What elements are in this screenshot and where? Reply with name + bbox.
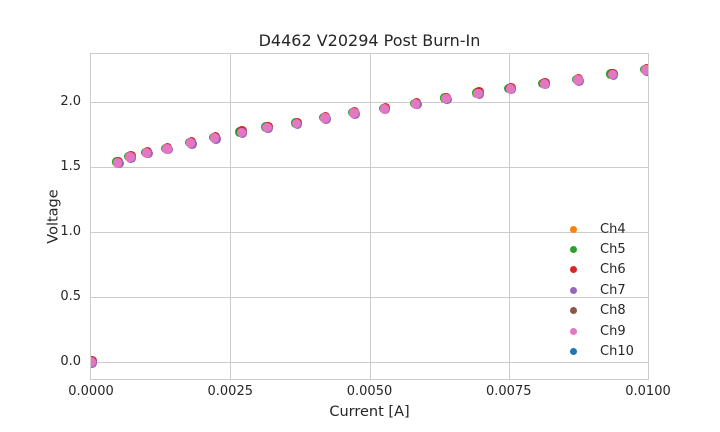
legend-marker-icon [570,245,577,253]
data-point [184,137,197,149]
data-point [111,156,124,169]
data-point [378,102,391,115]
data-point [160,142,173,155]
y-tick-label: 2.0 [60,94,81,110]
legend-item: Ch7 [566,280,626,300]
gridline-y [91,102,648,104]
legend-item: Ch5 [566,239,626,259]
legend-item-label: Ch5 [600,241,626,257]
data-point-top [236,127,247,138]
data-point-top [349,108,359,118]
data-point-top [112,158,123,168]
y-axis-label: Voltage [45,189,62,244]
legend-marker-icon [570,225,577,233]
x-tick-label: 0.0025 [207,384,254,399]
x-tick-label: 0.0075 [486,384,532,399]
legend-marker-icon [570,347,577,355]
data-point-top [185,138,196,148]
legend-item-label: Ch10 [600,343,634,359]
data-point [538,78,551,90]
data-point [319,112,331,124]
legend-item-label: Ch6 [600,262,626,278]
data-point-top [162,144,172,154]
data-point [571,74,584,86]
data-point-top [410,99,421,109]
data-point-top [539,79,550,89]
legend-item: Ch4 [566,219,626,239]
x-tick-label: 0.0000 [68,384,114,399]
data-point-top [209,133,220,143]
data-point-top [573,75,583,85]
data-point [208,132,221,144]
data-point-top [607,69,618,80]
gridline-x [230,54,232,379]
legend-marker-icon [570,307,577,315]
data-point-top [441,93,451,104]
data-point-top [291,118,302,129]
data-point [235,126,248,138]
x-tick-label: 0.0100 [625,384,671,399]
gridline-y [91,362,648,364]
legend-marker-icon [570,286,577,294]
data-point-top [505,84,516,94]
gridline-y [91,167,648,169]
legend-item-label: Ch9 [600,323,626,339]
y-tick-label: 0.5 [60,289,81,305]
chart-title: D4462 V20294 Post Burn-In [258,31,481,50]
legend-marker-icon [570,266,577,274]
data-point-top [379,104,390,114]
y-tick-label: 0.0 [60,354,81,370]
legend-item-label: Ch4 [600,221,626,237]
legend-item: Ch10 [566,341,634,361]
data-point [606,68,619,80]
data-point [290,117,303,130]
data-point-top [320,113,330,123]
data-point [347,107,360,119]
data-point [261,121,273,134]
data-point-top [125,152,135,162]
y-tick-label: 1.5 [60,159,81,175]
legend-item: Ch8 [566,301,626,321]
data-point-top [262,122,272,133]
gridline-x [369,54,371,379]
data-point-top [473,88,483,99]
legend-item: Ch9 [566,321,626,341]
data-point [439,92,452,105]
plot-area [90,53,649,380]
data-point [140,146,153,159]
data-point-top [141,148,152,158]
data-point [504,83,517,95]
data-point [91,356,97,368]
gridline-y [91,232,648,234]
gridline-x [508,54,510,379]
legend-marker-icon [570,327,577,335]
data-point-top [91,357,96,367]
x-tick-label: 0.0050 [346,384,393,399]
legend-item-label: Ch8 [600,303,626,319]
data-point [409,97,422,110]
data-point [472,87,485,99]
data-point [639,64,648,76]
data-point [124,151,136,163]
legend-item: Ch6 [566,260,626,280]
legend-item-label: Ch7 [600,282,626,298]
y-tick-label: 1.0 [60,224,81,240]
x-axis-label: Current [A] [329,404,410,420]
data-point-top [641,65,648,75]
gridline-y [91,297,648,299]
